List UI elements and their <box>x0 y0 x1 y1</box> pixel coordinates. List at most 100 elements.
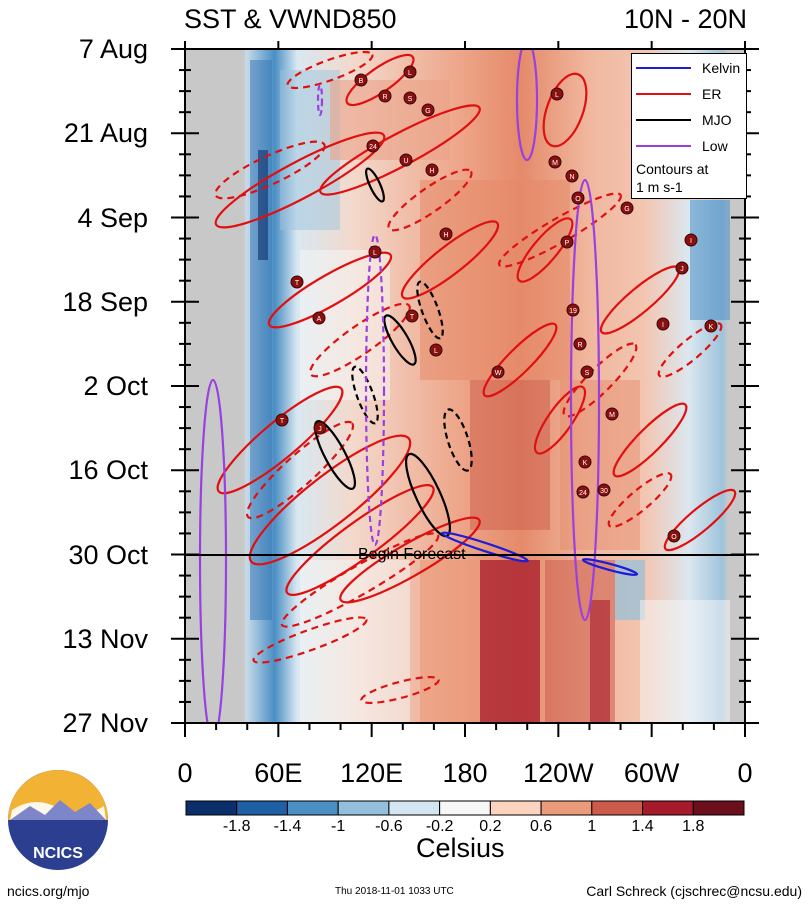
storm-marker: H <box>439 227 453 241</box>
storm-marker-label: U <box>403 158 408 165</box>
storm-marker-label: O <box>575 196 581 203</box>
colorbar-swatch <box>185 800 238 816</box>
legend-label: MJO <box>702 112 732 128</box>
storm-marker-label: 24 <box>579 490 587 497</box>
storm-marker-label: T <box>295 280 300 287</box>
colorbar-swatch <box>236 800 288 816</box>
storm-marker: 24 <box>366 139 380 153</box>
storm-marker: G <box>421 103 435 117</box>
storm-marker: K <box>578 455 592 469</box>
x-tick-label: 120W <box>523 758 594 788</box>
x-tick-label: 120E <box>340 758 404 788</box>
storm-marker-label: O <box>671 534 677 541</box>
storm-marker: T <box>275 413 289 427</box>
colorbar-tick-label: -0.6 <box>375 818 403 835</box>
storm-marker-label: J <box>318 426 322 433</box>
colorbar-swatch <box>642 800 694 816</box>
colorbar-swatch <box>540 800 593 816</box>
storm-marker-label: G <box>624 206 629 213</box>
colorbar-tick-label: 1 <box>587 818 597 835</box>
storm-marker: 19 <box>566 303 580 317</box>
storm-marker-label: L <box>434 348 438 355</box>
storm-marker: T <box>405 309 419 323</box>
legend-note-line: Contours at <box>636 161 709 177</box>
storm-marker-label: L <box>555 92 559 99</box>
colorbar-tick-label: -1 <box>331 818 346 835</box>
colorbar-swatch <box>388 800 441 816</box>
colorbar-tick-label: 1.4 <box>631 818 654 835</box>
storm-marker: L <box>429 343 443 357</box>
storm-marker: N <box>565 169 579 183</box>
legend-item-kelvin: Kelvin <box>632 58 746 80</box>
storm-marker-label: 24 <box>369 144 377 151</box>
y-tick-label: 30 Oct <box>68 539 148 570</box>
storm-marker-label: T <box>280 418 285 425</box>
storm-marker-label: G <box>425 108 430 115</box>
legend-note-line: 1 m s-1 <box>636 179 683 195</box>
colorbar-tick-label: 0.6 <box>529 818 553 835</box>
footer-url-link[interactable]: ncics.org/mjo <box>7 883 90 899</box>
storm-marker-label: R <box>382 94 387 101</box>
storm-marker-label: P <box>565 240 570 247</box>
x-tick-label: 60W <box>623 758 680 788</box>
legend-note: Contours at 1 m s-1 <box>636 160 708 196</box>
y-tick-label: 7 Aug <box>78 34 148 64</box>
storm-marker: 24 <box>576 485 590 499</box>
storm-marker: S <box>403 91 417 105</box>
colorbar-tick-label: -1.4 <box>273 818 302 835</box>
colorbar-title: Celsius <box>416 833 505 863</box>
y-tick-label: 21 Aug <box>63 118 148 149</box>
storm-marker: O <box>667 529 681 543</box>
storm-marker-label: J <box>680 266 684 273</box>
colorbar-tick-label: -0.2 <box>425 818 454 835</box>
storm-marker-label: K <box>583 460 588 467</box>
storm-marker: S <box>580 365 594 379</box>
footer-timestamp: Thu 2018-11-01 1033 UTC <box>335 886 454 897</box>
colorbar-swatch <box>286 800 339 816</box>
legend-swatch <box>636 93 691 95</box>
ncics-logo <box>8 770 108 870</box>
storm-marker-label: K <box>709 324 714 331</box>
legend: Kelvin ER MJO Low Contours at 1 m s-1 <box>631 53 747 199</box>
storm-marker: R <box>378 89 392 103</box>
storm-marker: U <box>399 153 413 167</box>
storm-marker-label: W <box>495 370 502 377</box>
y-tick-label: 16 Oct <box>68 455 148 486</box>
storm-marker-label: H <box>443 232 448 239</box>
x-tick-label: 60E <box>254 758 303 788</box>
storm-marker-label: A <box>317 316 322 323</box>
storm-marker: J <box>313 421 327 435</box>
storm-marker-label: R <box>577 342 582 349</box>
y-tick-label: 2 Oct <box>83 371 148 401</box>
storm-marker: M <box>605 407 619 421</box>
colorbar-tick-label: 0.2 <box>479 818 502 835</box>
chart-title: SST & VWND850 <box>184 4 397 34</box>
storm-marker: I <box>656 317 670 331</box>
storm-marker-label: H <box>429 168 434 175</box>
storm-markers: B L R S G 24 U H L L M N O G P I H J T 19 A K I T R S W L M J T K 24 30 O <box>275 65 718 543</box>
storm-marker-label: T <box>410 314 415 321</box>
storm-marker: L <box>403 65 417 79</box>
colorbar-swatch <box>692 800 745 816</box>
storm-marker: O <box>571 191 585 205</box>
storm-marker: J <box>675 261 689 275</box>
region-label: 10N - 20N <box>623 4 747 34</box>
legend-swatch <box>636 67 691 69</box>
colorbar-tick-label: -1.8 <box>222 818 251 835</box>
storm-marker: P <box>560 235 574 249</box>
storm-marker-label: 19 <box>569 308 577 315</box>
legend-label: ER <box>702 86 722 102</box>
legend-item-er: ER <box>632 84 746 106</box>
storm-marker-label: 30 <box>600 488 608 495</box>
logo-text: NCICS <box>33 845 83 862</box>
legend-item-mjo: MJO <box>632 110 746 132</box>
storm-marker: R <box>573 337 587 351</box>
storm-marker-label: L <box>408 70 412 77</box>
colorbar-swatch <box>337 800 390 816</box>
x-tick-label: 0 <box>177 758 193 788</box>
storm-marker: K <box>704 319 718 333</box>
storm-marker-label: I <box>690 238 692 245</box>
storm-marker: A <box>312 311 326 325</box>
y-tick-label: 13 Nov <box>62 623 148 654</box>
storm-marker: B <box>354 73 368 87</box>
